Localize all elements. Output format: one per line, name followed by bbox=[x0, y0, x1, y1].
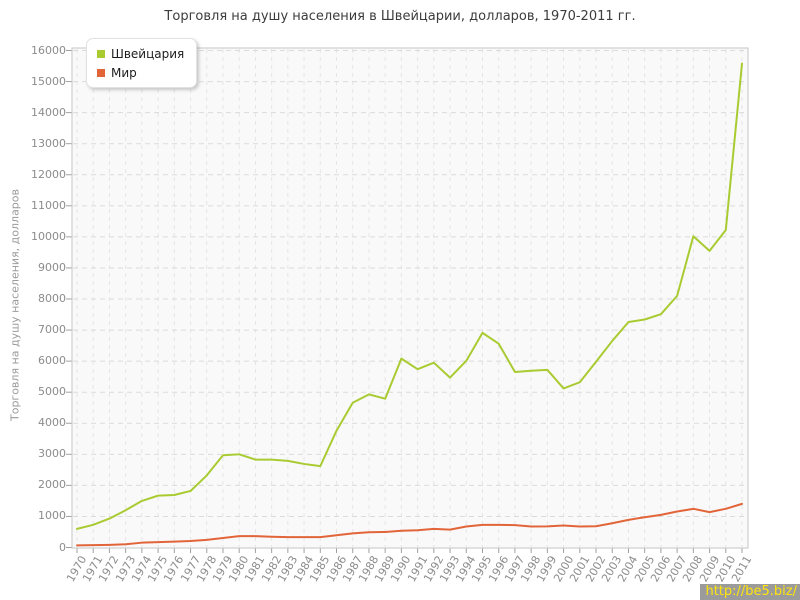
y-tick-label: 15000 bbox=[31, 74, 66, 88]
y-tick-label: 13000 bbox=[31, 136, 66, 150]
legend-swatch-switzerland bbox=[97, 49, 105, 58]
y-tick-label: 1000 bbox=[38, 509, 66, 523]
y-tick-label: 5000 bbox=[38, 385, 66, 399]
series-line-world bbox=[76, 502, 743, 547]
plot-border bbox=[71, 47, 749, 549]
y-tick-label: 4000 bbox=[38, 416, 66, 430]
series-line-switzerland bbox=[76, 62, 743, 530]
watermark-link[interactable]: http://be5.biz/ bbox=[700, 584, 800, 600]
y-tick-label: 11000 bbox=[31, 198, 66, 212]
legend: Швейцария Мир bbox=[86, 38, 198, 88]
y-tick-label: 14000 bbox=[31, 105, 66, 119]
chart-title: Торговля на душу населения в Швейцарии, … bbox=[164, 9, 636, 24]
y-tick-label: 16000 bbox=[31, 43, 66, 57]
y-tick-label: 10000 bbox=[31, 229, 66, 243]
legend-swatch-world bbox=[97, 68, 105, 77]
y-tick-label: 2000 bbox=[38, 478, 66, 492]
plot-area bbox=[72, 48, 748, 548]
legend-item-switzerland[interactable]: Швейцария bbox=[97, 44, 184, 63]
y-tick-label: 8000 bbox=[38, 292, 66, 305]
y-tick-label: 9000 bbox=[38, 260, 66, 274]
y-tick-label: 3000 bbox=[38, 447, 66, 461]
legend-item-world[interactable]: Мир bbox=[97, 63, 184, 82]
y-tick-label: 7000 bbox=[38, 323, 66, 337]
y-tick-label: 6000 bbox=[38, 354, 66, 368]
y-tick-label: 0 bbox=[59, 540, 66, 554]
legend-label-world: Мир bbox=[111, 65, 137, 80]
y-tick-label: 12000 bbox=[31, 167, 66, 181]
legend-label-switzerland: Швейцария bbox=[111, 46, 185, 61]
